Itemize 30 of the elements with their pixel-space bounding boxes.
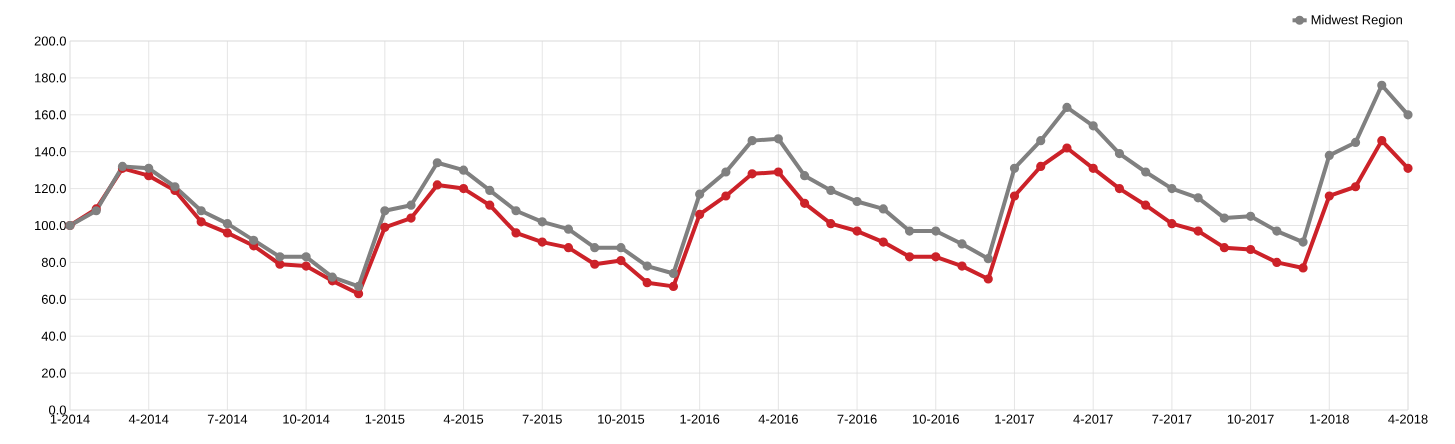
x-tick-label: 1-2015: [365, 414, 405, 424]
x-tick-label: 1-2016: [680, 414, 720, 424]
x-tick-label: 1-2014: [50, 414, 90, 424]
x-tick-label: 10-2015: [598, 414, 645, 424]
x-tick-label: 7-2014: [207, 414, 248, 424]
x-tick-label: 7-2016: [837, 414, 877, 424]
x-tick-label: 1-2018: [1310, 414, 1349, 424]
x-tick-label: 4-2016: [758, 414, 798, 424]
x-tick-label: 10-2017: [1227, 414, 1274, 424]
y-tick-label: 0.0: [48, 405, 66, 415]
y-tick-label: 200.0: [34, 36, 66, 46]
x-tick-label: 1-2017: [995, 414, 1034, 424]
x-tick-label: 4-2018: [1388, 414, 1428, 424]
x-tick-label: 4-2015: [443, 414, 484, 424]
y-tick-label: 40.0: [41, 331, 66, 341]
y-tick-label: 180.0: [35, 73, 66, 83]
y-tick-label: 60.0: [41, 294, 66, 304]
x-tick-label: 4-2017: [1073, 414, 1113, 424]
x-tick-label: 7-2017: [1152, 414, 1192, 424]
x-tick-label: 4-2014: [128, 414, 169, 424]
y-tick-label: 80.0: [41, 257, 66, 267]
y-tick-label: 140.0: [35, 147, 66, 157]
y-tick-label: 20.0: [41, 368, 66, 378]
y-tick-label: 120.0: [35, 184, 66, 194]
x-tick-label: 10-2014: [283, 414, 330, 424]
legend-label: Midwest Region: [1311, 14, 1402, 27]
x-tick-label: 10-2016: [912, 414, 959, 424]
x-tick-label: 7-2015: [522, 414, 562, 424]
y-tick-label: 100.0: [35, 220, 66, 231]
y-tick-label: 160.0: [35, 110, 66, 120]
